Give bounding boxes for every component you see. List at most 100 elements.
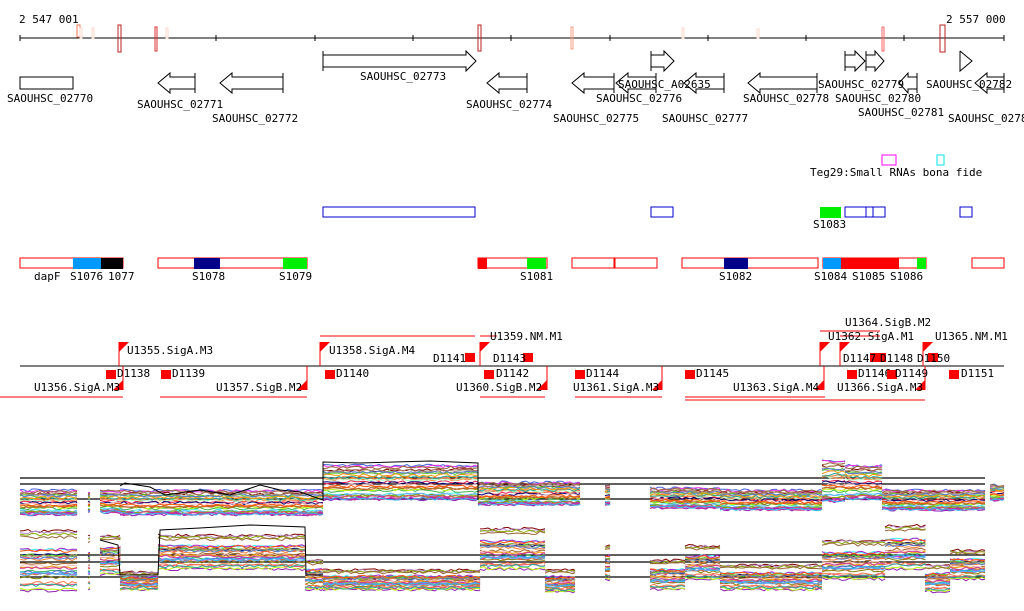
expression-bottom-trace <box>649 579 686 583</box>
segment-fill[interactable] <box>823 258 841 269</box>
gene-saouhsc_02770[interactable] <box>19 76 74 90</box>
segment-box[interactable] <box>614 257 658 269</box>
expression-top-trace <box>477 499 581 504</box>
promoter-flag[interactable] <box>297 380 307 390</box>
expression-top-trace <box>649 490 721 495</box>
gene-label: SAOUHSC_02770 <box>7 92 93 105</box>
terminator-label: D1149 <box>895 367 928 380</box>
expression-bottom-trace <box>87 556 91 559</box>
promoter-flag[interactable] <box>814 380 824 390</box>
gene-saouhsc_02772[interactable] <box>219 71 283 95</box>
promoter-flag[interactable] <box>840 342 850 352</box>
gene-saouhsc_02774[interactable] <box>486 71 527 95</box>
promoter-flag[interactable] <box>537 380 547 390</box>
transcription-unit[interactable] <box>959 206 973 218</box>
ruler-marker[interactable] <box>881 26 885 52</box>
segment-fill[interactable] <box>917 258 926 269</box>
small-rna-box[interactable] <box>881 154 897 166</box>
terminator-marker[interactable] <box>484 370 494 379</box>
ruler-marker[interactable] <box>165 27 169 39</box>
gene-saouhsc_02778[interactable] <box>747 71 817 95</box>
terminator-marker[interactable] <box>161 370 171 379</box>
expression-bottom-trace <box>304 568 324 572</box>
promoter-flag[interactable] <box>320 342 330 352</box>
transcription-unit[interactable] <box>865 206 874 218</box>
segment-box[interactable] <box>571 257 615 269</box>
segment-label: S1084 <box>814 270 847 283</box>
gene-saouhsc_a02635[interactable] <box>650 49 675 73</box>
gene-saouhsc_02781[interactable] <box>898 71 917 95</box>
terminator-marker[interactable] <box>106 370 116 379</box>
ruler-marker[interactable] <box>939 24 946 53</box>
segment-fill[interactable] <box>841 258 899 269</box>
gene-saouhsc_02771[interactable] <box>157 71 195 95</box>
ruler-marker[interactable] <box>570 26 574 50</box>
terminator-marker[interactable] <box>887 370 897 379</box>
gene-saouhsc_02773[interactable] <box>322 49 477 73</box>
segment-fill[interactable] <box>101 258 123 269</box>
expression-top-trace <box>99 502 121 506</box>
segment-fill[interactable] <box>283 258 307 269</box>
segment-fill[interactable] <box>478 258 487 269</box>
terminator-marker[interactable] <box>465 353 475 362</box>
expression-top-trace <box>649 487 721 492</box>
gene-saouhsc_02776[interactable] <box>615 71 656 95</box>
segment-fill[interactable] <box>194 258 220 269</box>
expression-bottom-trace <box>884 528 926 532</box>
terminator-marker[interactable] <box>325 370 335 379</box>
ruler-marker[interactable] <box>154 26 158 52</box>
expression-top-trace <box>322 480 479 485</box>
gene-saouhsc_02779[interactable] <box>844 49 866 73</box>
terminator-label: D1144 <box>586 367 619 380</box>
terminator-marker[interactable] <box>575 370 585 379</box>
expression-top-trace <box>844 496 883 500</box>
terminator-marker[interactable] <box>870 353 880 362</box>
small-rna-box[interactable] <box>936 154 945 166</box>
segment-fill[interactable] <box>73 258 101 269</box>
promoter-flag[interactable] <box>820 342 830 352</box>
transcription-unit[interactable] <box>650 206 674 218</box>
ruler-marker[interactable] <box>477 24 482 52</box>
promoter-flag[interactable] <box>652 380 662 390</box>
ruler-marker[interactable] <box>756 28 760 39</box>
terminator-marker[interactable] <box>876 353 886 362</box>
segment-fill[interactable] <box>527 258 546 269</box>
terminator-marker[interactable] <box>685 370 695 379</box>
expression-bottom-trace <box>119 586 159 591</box>
gene-saouhsc_02775[interactable] <box>571 71 614 95</box>
ruler-marker[interactable] <box>79 27 83 39</box>
segment-fill[interactable] <box>724 258 748 269</box>
expression-bottom-trace <box>19 532 78 537</box>
promoter-flag[interactable] <box>915 380 925 390</box>
terminator-marker[interactable] <box>847 370 857 379</box>
gene-saouhsc_02777[interactable] <box>683 71 724 95</box>
segment-box[interactable] <box>971 257 1005 269</box>
segment-label: 1077 <box>108 270 135 283</box>
promoter-flag[interactable] <box>119 342 129 352</box>
expression-bottom-trace <box>19 588 78 593</box>
expression-bottom-trace <box>719 573 823 578</box>
ruler-marker[interactable] <box>91 27 95 39</box>
gene-saouhsc_02782[interactable] <box>959 50 973 73</box>
transcription-unit[interactable] <box>872 206 886 218</box>
terminator-marker[interactable] <box>949 370 959 379</box>
promoter-flag[interactable] <box>480 342 490 352</box>
transcription-unit[interactable] <box>844 206 867 218</box>
ruler-marker[interactable] <box>117 24 122 53</box>
ruler-marker[interactable] <box>681 27 685 39</box>
promoter-flag[interactable] <box>113 380 123 390</box>
gene-saouhsc_02783[interactable] <box>974 71 1004 95</box>
segment-s1083[interactable] <box>820 207 841 218</box>
terminator-marker[interactable] <box>523 353 533 362</box>
transcription-unit[interactable] <box>322 206 476 218</box>
expression-bottom-trace <box>821 576 886 581</box>
expression-bottom-trace <box>924 587 951 592</box>
expression-bottom-trace <box>19 554 78 558</box>
gene-saouhsc_02780[interactable] <box>865 49 885 73</box>
terminator-marker[interactable] <box>928 353 938 362</box>
expression-top-trace <box>477 483 581 488</box>
promoter-flag[interactable] <box>923 342 933 352</box>
segment-box[interactable] <box>681 257 819 269</box>
segment-label: dapF <box>34 270 61 283</box>
